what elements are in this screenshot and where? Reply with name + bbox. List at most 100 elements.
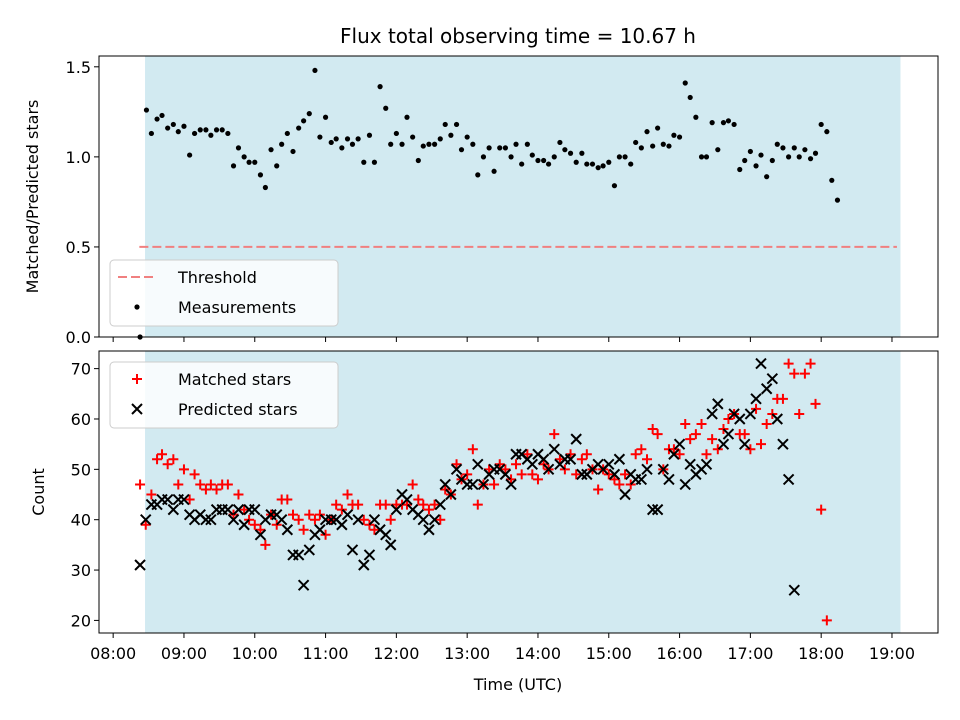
measurement-point [349, 141, 356, 147]
matched-star-point [685, 434, 696, 445]
matched-star-point [342, 489, 353, 500]
measurement-point [758, 152, 764, 158]
matched-star-point [549, 429, 560, 440]
predicted-star-point [167, 503, 180, 516]
predicted-star-point [548, 443, 560, 455]
measurement-point [579, 150, 585, 156]
predicted-star-point [439, 478, 451, 491]
measurement-point [442, 121, 448, 128]
x-tick-label: 13:00 [444, 644, 490, 663]
measurement-point [279, 141, 285, 147]
measurement-point [687, 94, 693, 101]
measurement-point [453, 121, 460, 128]
measurement-point [187, 152, 193, 158]
chart-title: Flux total observing time = 10.67 h [340, 24, 696, 48]
matched-star-point [184, 494, 195, 505]
predicted-star-point [608, 468, 621, 481]
matched-star-point [565, 449, 576, 460]
matched-star-point [816, 504, 827, 515]
predicted-star-point [717, 438, 730, 450]
matched-star-point [260, 539, 271, 550]
matched-star-point [701, 449, 712, 460]
count-y-tick-label: 60 [71, 410, 91, 429]
matched-star-point [576, 454, 587, 465]
matched-star-point [385, 514, 396, 525]
predicted-star-point [505, 478, 517, 491]
x-tick-label: 15:00 [586, 644, 632, 663]
matched-star-point [494, 459, 505, 470]
measurement-point [774, 141, 780, 147]
measurement-point [296, 125, 302, 131]
measurement-point [181, 123, 187, 129]
matched-star-point [609, 474, 620, 485]
predicted-star-point [423, 524, 435, 536]
measurement-point [660, 141, 666, 147]
measurement-point [175, 129, 181, 135]
matched-star-point [413, 494, 424, 505]
predicted-star-point [472, 458, 484, 471]
matched-star-point [511, 459, 522, 470]
matched-star-point [189, 469, 200, 480]
measurement-point [448, 132, 454, 138]
matched-star-point [647, 424, 658, 435]
predicted-star-point [564, 453, 577, 465]
matched-star-point [642, 454, 653, 465]
predicted-star-point [706, 408, 718, 420]
measurement-point [812, 150, 819, 156]
x-tick-label: 16:00 [657, 644, 703, 663]
measurement-point [611, 183, 618, 189]
measurement-point [235, 145, 242, 151]
matched-star-point [435, 514, 446, 525]
matched-star-point [751, 403, 762, 414]
legend-label: Threshold [177, 268, 257, 287]
measurement-point [415, 157, 421, 164]
predicted-star-point [363, 549, 376, 561]
measurement-point [524, 141, 530, 147]
measurement-point [709, 120, 715, 126]
matched-star-point [472, 499, 483, 510]
measurement-point [393, 130, 399, 137]
predicted-star-points [134, 357, 800, 596]
predicted-star-point [744, 408, 757, 420]
predicted-star-point [390, 503, 403, 516]
predicted-star-point [281, 524, 294, 536]
matched-star-point [353, 499, 364, 510]
matched-star-point [522, 449, 533, 460]
measurement-point [366, 132, 373, 138]
measurement-point [703, 154, 710, 160]
predicted-star-point [140, 513, 152, 526]
measurement-point [383, 105, 389, 111]
matched-star-point [200, 484, 211, 495]
measurement-point [644, 129, 650, 135]
matched-star-point [314, 509, 325, 520]
matched-star-point [157, 449, 168, 460]
measurement-point [502, 145, 509, 151]
predicted-star-point [352, 513, 364, 526]
matched-star-point [407, 479, 418, 490]
measurement-point [197, 127, 203, 133]
measurement-point [616, 154, 622, 160]
predicted-star-point [651, 503, 664, 516]
predicted-star-point [760, 383, 773, 395]
matched-star-point [205, 479, 216, 490]
measurement-point [252, 159, 258, 165]
predicted-star-point [232, 503, 245, 516]
x-tick-label: 10:00 [232, 644, 278, 663]
x-tick-label: 11:00 [303, 644, 349, 663]
predicted-star-point [766, 372, 779, 385]
x-tick-label: 12:00 [373, 644, 419, 663]
measurement-point [426, 141, 432, 147]
matched-star-point [222, 479, 233, 490]
predicted-star-point [303, 544, 315, 556]
measurement-point [339, 145, 345, 151]
predicted-star-point [782, 473, 795, 486]
matched-star-point [680, 419, 691, 430]
measurement-point [361, 159, 367, 165]
legend-label: Matched stars [178, 370, 291, 389]
measurement-point [818, 121, 824, 128]
measurement-point [480, 154, 487, 160]
matched-star-point [620, 469, 631, 480]
measurement-point [377, 84, 383, 90]
x-tick-label: 08:00 [90, 644, 136, 663]
predicted-star-point [788, 584, 800, 596]
